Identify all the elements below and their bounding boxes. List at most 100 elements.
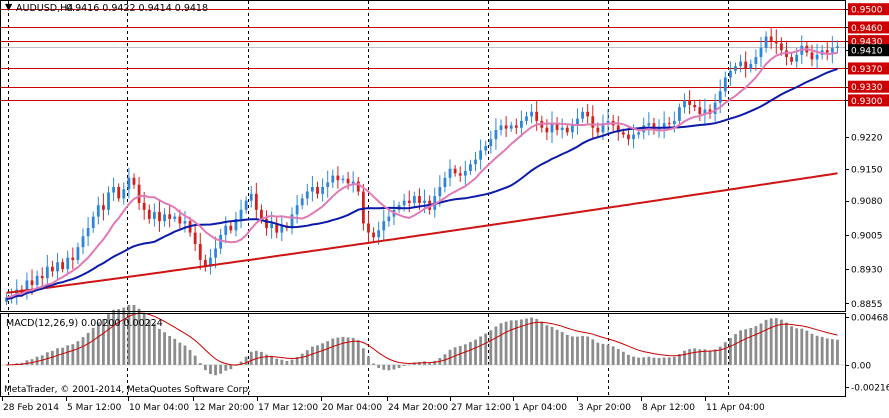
macd-histogram-bar — [402, 364, 406, 366]
macd-indicator — [1, 304, 845, 376]
macd-histogram-bar — [102, 319, 105, 365]
macd-histogram-bar — [239, 361, 243, 365]
macd-histogram-bar — [433, 360, 437, 365]
macd-histogram-bar — [769, 318, 773, 365]
macd-histogram-bar — [127, 305, 131, 365]
macd-histogram-bar — [474, 339, 477, 365]
candle-body — [336, 175, 340, 181]
macd-histogram-bar — [723, 342, 727, 365]
macd-histogram-bar — [596, 342, 600, 365]
candle-body — [361, 191, 365, 224]
price-axis-label: 0.9460 — [851, 24, 883, 34]
macd-histogram-bar — [341, 336, 345, 365]
macd-histogram-bar — [647, 356, 651, 365]
candle-body — [234, 218, 238, 231]
candle-body — [555, 123, 559, 131]
macd-histogram-bar — [601, 343, 605, 365]
macd-histogram-bar — [35, 356, 39, 365]
macd-histogram-bar — [606, 344, 610, 365]
macd-histogram-bar — [764, 319, 768, 365]
candle-body — [300, 198, 304, 206]
candle-body — [147, 209, 151, 219]
candle-body — [734, 66, 737, 71]
macd-histogram-bar — [657, 357, 661, 365]
macd-histogram-bar — [591, 339, 595, 365]
macd-histogram-bar — [616, 349, 620, 365]
candle-body — [183, 221, 187, 224]
macd-histogram-bar — [428, 362, 432, 365]
macd-histogram-bar — [463, 344, 467, 365]
candle-body — [244, 200, 248, 210]
macd-histogram-bar — [61, 347, 65, 365]
candle-body — [173, 216, 177, 219]
macd-histogram-bar — [107, 314, 110, 365]
candle-body — [249, 193, 253, 201]
macd-histogram-bar — [275, 358, 279, 365]
candle-body — [198, 243, 202, 260]
candle-body — [331, 175, 335, 183]
macd-histogram-bar — [56, 348, 59, 365]
candle-body — [367, 223, 370, 233]
macd-histogram-bar — [570, 336, 574, 365]
macd-histogram-bar — [336, 337, 340, 365]
candle-body — [616, 125, 620, 133]
candle-body — [647, 123, 651, 126]
macd-histogram-bar — [545, 325, 549, 365]
candle-body — [484, 145, 488, 151]
macd-histogram-bar — [469, 342, 472, 365]
macd-histogram-bar — [117, 309, 121, 365]
candle-body — [351, 181, 355, 184]
macd-histogram-bar — [815, 335, 819, 365]
candle-body — [601, 123, 605, 133]
macd-histogram-bar — [30, 359, 34, 365]
macd-histogram-bar — [581, 335, 584, 365]
candle-body — [779, 43, 783, 51]
macd-histogram-bar — [152, 323, 156, 365]
price-tag — [848, 35, 889, 48]
candle-body — [642, 125, 646, 133]
candle-body — [423, 200, 426, 203]
candle-body — [621, 132, 625, 135]
price-axis-label: 0.9005 — [851, 231, 883, 241]
macd-histogram-bar — [540, 321, 544, 365]
candle-body — [219, 234, 223, 249]
chart-symbol-caret: ▼ — [5, 2, 13, 13]
candle-body — [627, 134, 630, 140]
macd-histogram-bar — [713, 349, 717, 365]
candle-body — [713, 102, 717, 115]
macd-histogram-bar — [708, 350, 712, 365]
time-axis-label: 1 Apr 04:00 — [514, 403, 567, 413]
time-axis-label: 20 Mar 04:00 — [322, 403, 382, 413]
macd-histogram-bar — [779, 319, 783, 365]
macd-histogram-bar — [193, 355, 197, 365]
candle-body — [693, 104, 697, 108]
candle-body — [825, 50, 829, 53]
macd-histogram-bar — [76, 341, 80, 365]
macd-histogram-bar — [285, 361, 289, 365]
macd-histogram-bar — [749, 327, 753, 365]
macd-histogram-bar — [785, 322, 788, 365]
candle-body — [545, 127, 549, 133]
macd-histogram-bar — [249, 351, 253, 365]
macd-histogram-bar — [642, 357, 646, 365]
candle-body — [790, 57, 793, 62]
candle-body — [754, 57, 758, 64]
macd-histogram-bar — [311, 346, 314, 365]
candle-body — [275, 223, 279, 233]
candle-body — [66, 257, 70, 270]
macd-histogram-bar — [805, 330, 809, 365]
candle-body — [30, 280, 34, 286]
macd-histogram-bar — [652, 357, 656, 365]
macd-histogram-bar — [703, 349, 707, 365]
macd-axis-label: 0.00468 — [851, 314, 888, 324]
candle-body — [525, 116, 528, 121]
candle-body — [581, 111, 584, 119]
candle-body — [744, 61, 748, 69]
macd-histogram-bar — [219, 364, 223, 374]
candle-body — [81, 236, 85, 248]
candle-body — [479, 150, 483, 160]
macd-histogram-bar — [377, 364, 381, 368]
candle-body — [402, 200, 406, 206]
